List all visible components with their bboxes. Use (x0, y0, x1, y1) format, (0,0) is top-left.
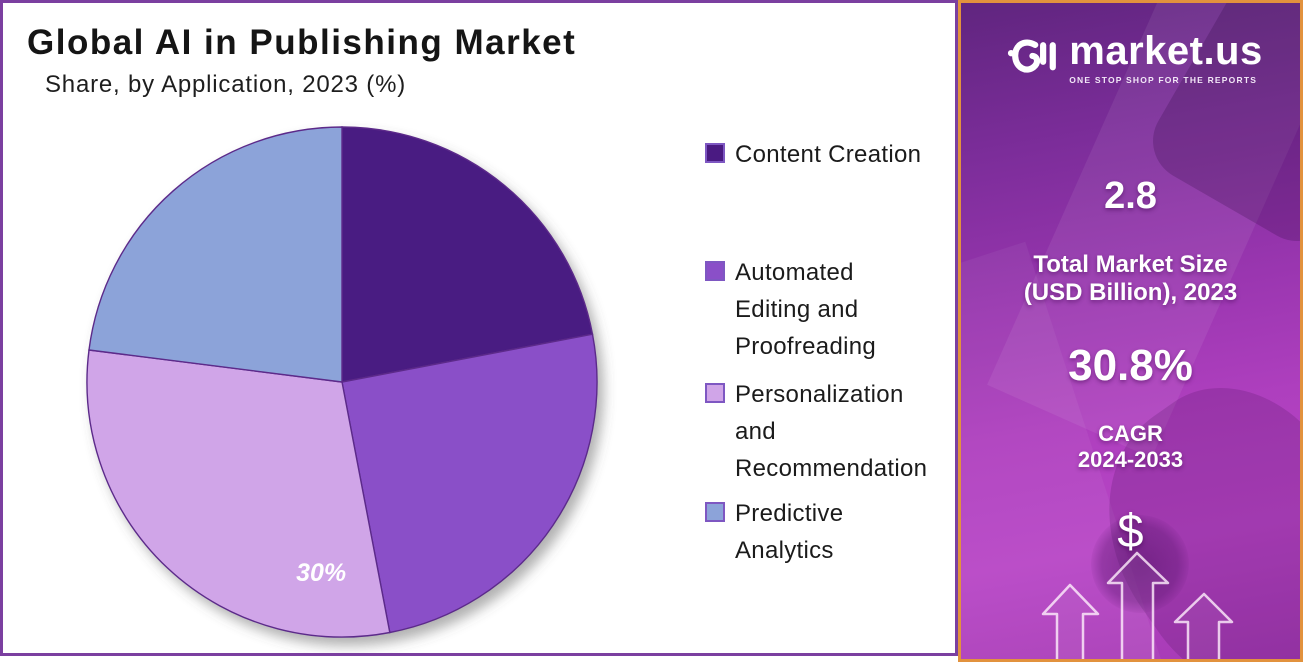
cagr-label-line2: 2024-2033 (1077, 447, 1184, 472)
total-market-size-label-line2: (USD Billion), 2023 (1023, 279, 1238, 306)
pie-legend: Content Creation Automated Editing and Proo… (705, 136, 940, 569)
legend-label: Content Creation (735, 141, 922, 168)
total-market-size-label-line1: Total Market Size (1033, 251, 1228, 278)
chart-panel: 30% Global AI in Publishing Market Share… (0, 0, 958, 656)
brand-name: market.us (1069, 29, 1263, 73)
brand-logo-row: market.us ONE STOP SHOP FOR THE REPORTS (961, 29, 1300, 87)
dollar-icon: $ (1117, 504, 1144, 557)
legend-label: Personalization and Recommendation (735, 381, 928, 482)
brand-sidebar: market.us ONE STOP SHOP FOR THE REPORTS … (958, 0, 1303, 662)
legend-item-3: Personalization and Recommendation (705, 376, 940, 487)
pie-slices-group (86, 126, 598, 638)
brand-tagline: ONE STOP SHOP FOR THE REPORTS (1069, 75, 1258, 85)
legend-marker (705, 383, 725, 403)
cagr-label: CAGR 2024-2033 (961, 421, 1300, 473)
marketus-logo-icon (1008, 39, 1057, 73)
brand-text-block: market.us ONE STOP SHOP FOR THE REPORTS (1069, 29, 1262, 85)
up-arrow-icon (1106, 551, 1170, 659)
pie-slice-2 (341, 333, 598, 634)
growth-arrows-icon (1041, 551, 1234, 659)
cagr-value: 30.8% (1068, 341, 1193, 390)
pie-slice-1 (341, 126, 594, 383)
up-arrow-icon (1041, 583, 1100, 659)
total-market-size-label: Total Market Size (USD Billion), 2023 (961, 251, 1300, 307)
legend-item-1: Content Creation (705, 136, 940, 173)
pie-data-labels: 30% (296, 559, 346, 587)
cagr-label-line1: CAGR (1098, 421, 1163, 446)
page-title: Global AI in Publishing Market (27, 23, 577, 62)
legend-item-4: Predictive Analytics (705, 495, 940, 569)
pie-slice-4 (88, 126, 343, 383)
pie-slice-3 (86, 349, 391, 638)
legend-marker (705, 502, 725, 522)
dollar-circle-backdrop (1091, 515, 1189, 613)
legend-marker (705, 143, 725, 163)
page-subtitle: Share, by Application, 2023 (%) (45, 71, 406, 98)
legend-label: Automated Editing and Proofreading (735, 259, 877, 360)
pie-data-label: 30% (296, 559, 346, 587)
up-arrow-icon (1173, 592, 1234, 659)
total-market-size-value: 2.8 (1104, 175, 1157, 217)
legend-item-2: Automated Editing and Proofreading (705, 254, 940, 365)
legend-marker (705, 261, 725, 281)
pie-chart: 30% (86, 126, 598, 638)
legend-label: Predictive Analytics (735, 500, 844, 564)
